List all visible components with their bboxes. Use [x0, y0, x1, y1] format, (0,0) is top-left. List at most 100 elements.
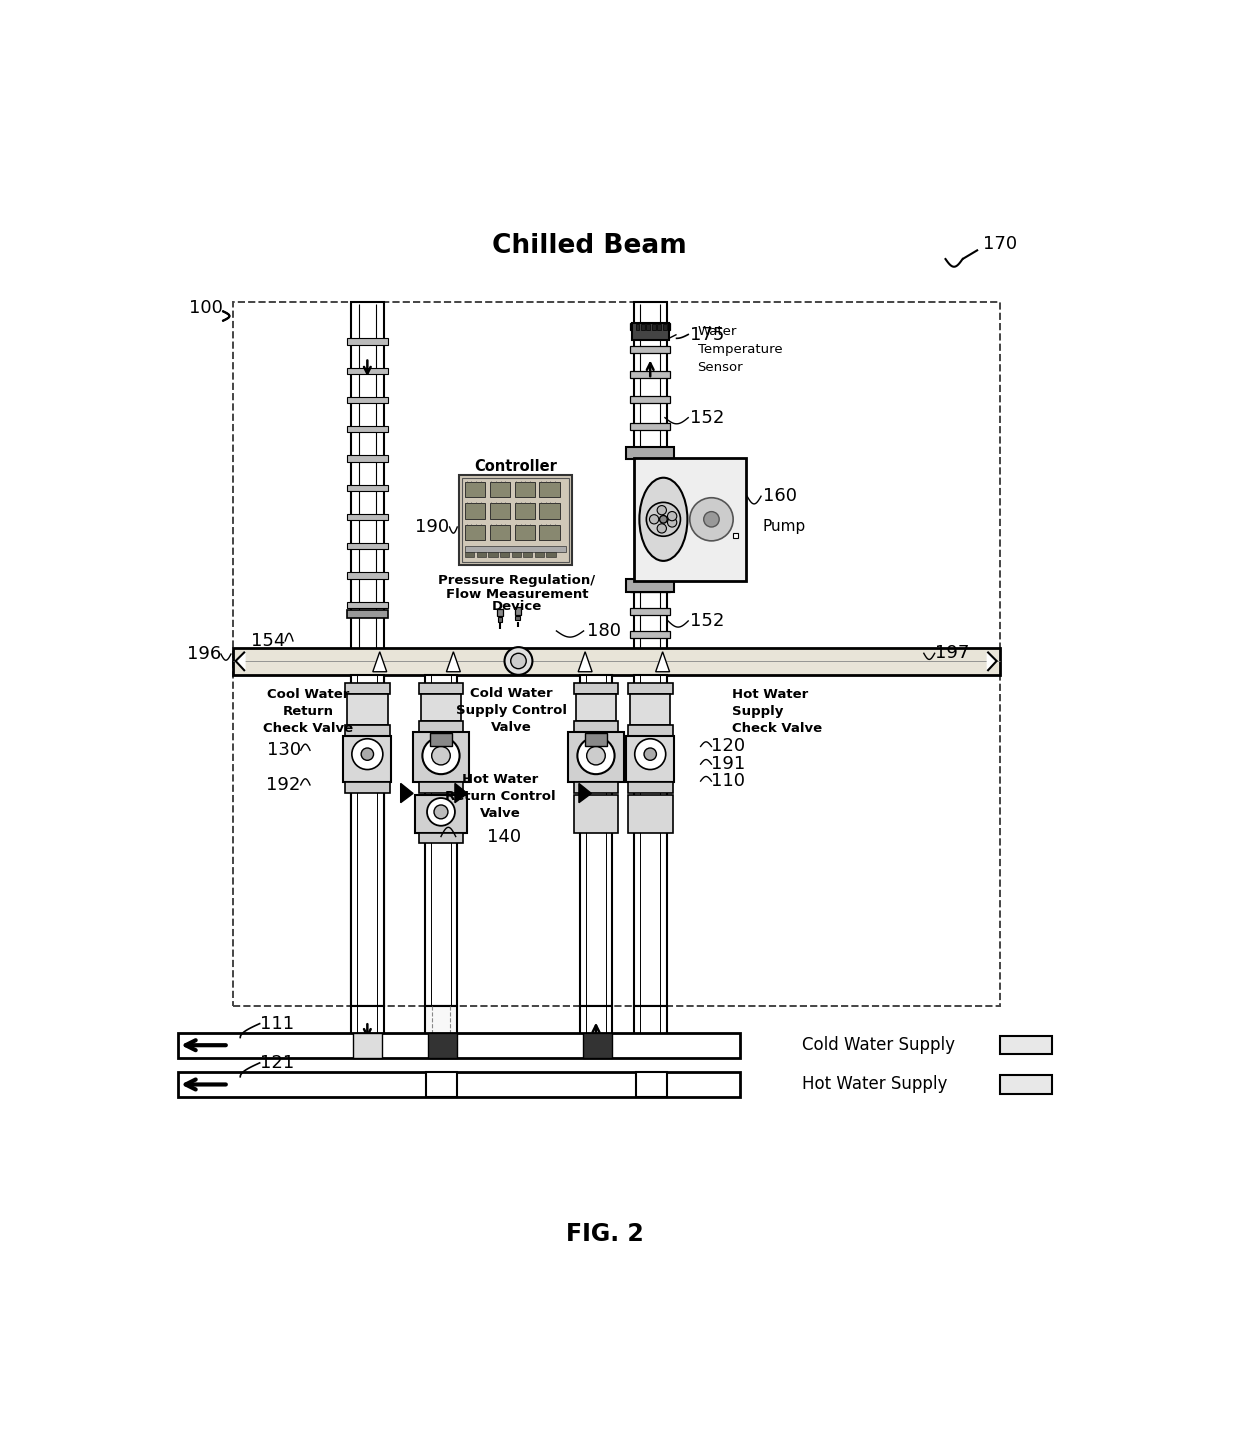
Bar — [347, 602, 388, 608]
Text: 192: 192 — [267, 776, 301, 793]
Bar — [631, 323, 668, 340]
Bar — [347, 397, 388, 403]
Bar — [634, 302, 667, 458]
Text: Water
Temperature
Sensor: Water Temperature Sensor — [697, 325, 782, 374]
Text: Hot Water Supply: Hot Water Supply — [802, 1076, 947, 1093]
Bar — [573, 684, 619, 694]
Bar — [634, 1007, 667, 1053]
Circle shape — [657, 524, 666, 533]
Bar — [630, 346, 671, 353]
Bar — [583, 1032, 613, 1057]
Bar — [641, 324, 645, 330]
Circle shape — [578, 737, 615, 775]
Bar — [635, 324, 640, 330]
Text: 196: 196 — [187, 645, 221, 662]
Polygon shape — [373, 652, 387, 671]
Bar — [627, 782, 672, 792]
Bar — [476, 553, 486, 557]
Bar — [497, 609, 503, 616]
Bar — [347, 426, 388, 432]
Bar — [497, 618, 502, 622]
Text: Hot Water
Return Control
Valve: Hot Water Return Control Valve — [445, 773, 556, 819]
Bar — [539, 524, 559, 540]
Bar — [351, 675, 383, 1007]
Bar — [652, 324, 656, 330]
Circle shape — [427, 798, 455, 825]
Text: 100: 100 — [190, 298, 223, 317]
Bar — [179, 1032, 740, 1057]
Polygon shape — [236, 652, 246, 671]
Bar — [657, 324, 661, 330]
Text: Flow Measurement: Flow Measurement — [445, 589, 588, 602]
Bar — [465, 524, 485, 540]
Polygon shape — [455, 783, 467, 802]
Bar — [580, 675, 613, 1007]
Bar — [627, 724, 672, 736]
Bar — [733, 533, 738, 537]
Text: 180: 180 — [588, 622, 621, 639]
Circle shape — [432, 746, 450, 765]
Bar — [419, 782, 464, 792]
Bar — [347, 543, 388, 549]
Bar — [347, 367, 388, 374]
Bar — [351, 1007, 383, 1053]
Bar — [630, 323, 671, 330]
Bar — [630, 423, 671, 431]
Circle shape — [587, 746, 605, 765]
Bar — [465, 503, 485, 518]
Bar — [630, 585, 671, 592]
Text: Pump: Pump — [763, 520, 806, 534]
Bar — [634, 580, 667, 675]
Text: Pressure Regulation/: Pressure Regulation/ — [439, 575, 595, 588]
Bar — [630, 608, 671, 615]
Circle shape — [650, 514, 658, 524]
Bar — [233, 302, 999, 1007]
Circle shape — [704, 511, 719, 527]
Bar — [345, 684, 389, 694]
Bar — [424, 675, 458, 1007]
Bar — [630, 372, 671, 379]
Text: Chilled Beam: Chilled Beam — [491, 233, 687, 259]
Text: 191: 191 — [712, 755, 745, 773]
Bar — [347, 455, 388, 462]
Bar — [534, 553, 544, 557]
Bar — [999, 1076, 1053, 1094]
Bar — [427, 1073, 458, 1097]
Text: Cool Water
Return
Check Valve: Cool Water Return Check Valve — [263, 688, 353, 736]
Text: 152: 152 — [689, 612, 724, 629]
Bar — [515, 524, 534, 540]
Circle shape — [423, 737, 460, 775]
Text: 121: 121 — [259, 1054, 294, 1071]
Bar — [413, 732, 469, 782]
Bar — [347, 573, 388, 579]
Bar — [419, 834, 464, 842]
Bar — [539, 503, 559, 518]
Circle shape — [646, 503, 681, 536]
Text: Controller: Controller — [474, 459, 557, 474]
Bar — [626, 579, 675, 592]
Circle shape — [352, 739, 383, 769]
Bar — [351, 302, 383, 1007]
Polygon shape — [656, 652, 670, 671]
Bar — [465, 546, 565, 553]
Bar — [347, 694, 388, 724]
Bar — [547, 553, 556, 557]
Bar — [420, 694, 461, 721]
Bar — [347, 514, 388, 520]
Text: 197: 197 — [935, 644, 968, 662]
Bar — [626, 446, 675, 459]
Text: 130: 130 — [267, 742, 301, 759]
Bar — [345, 724, 389, 736]
Circle shape — [660, 516, 667, 523]
Circle shape — [434, 805, 448, 819]
Bar — [539, 481, 559, 497]
Bar — [463, 478, 569, 563]
Bar — [490, 503, 510, 518]
Bar — [233, 648, 999, 675]
Polygon shape — [987, 652, 997, 671]
Bar — [626, 736, 675, 782]
Text: 110: 110 — [712, 772, 745, 791]
Bar — [630, 651, 671, 657]
Circle shape — [511, 654, 526, 668]
Text: 120: 120 — [712, 737, 745, 756]
